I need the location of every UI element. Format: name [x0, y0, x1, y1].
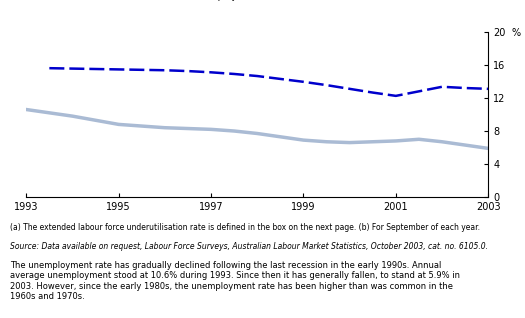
Text: The unemployment rate has gradually declined following the last recession in the: The unemployment rate has gradually decl… — [10, 261, 460, 301]
Y-axis label: %: % — [511, 29, 520, 38]
Legend: Extended labour force underutilisation rate(b), Unemployment rate: Extended labour force underutilisation r… — [162, 0, 401, 1]
Text: Source: Data available on request, Labour Force Surveys, Australian Labour Marke: Source: Data available on request, Labou… — [10, 242, 488, 251]
Text: (a) The extended labour force underutilisation rate is defined in the box on the: (a) The extended labour force underutili… — [10, 223, 480, 232]
